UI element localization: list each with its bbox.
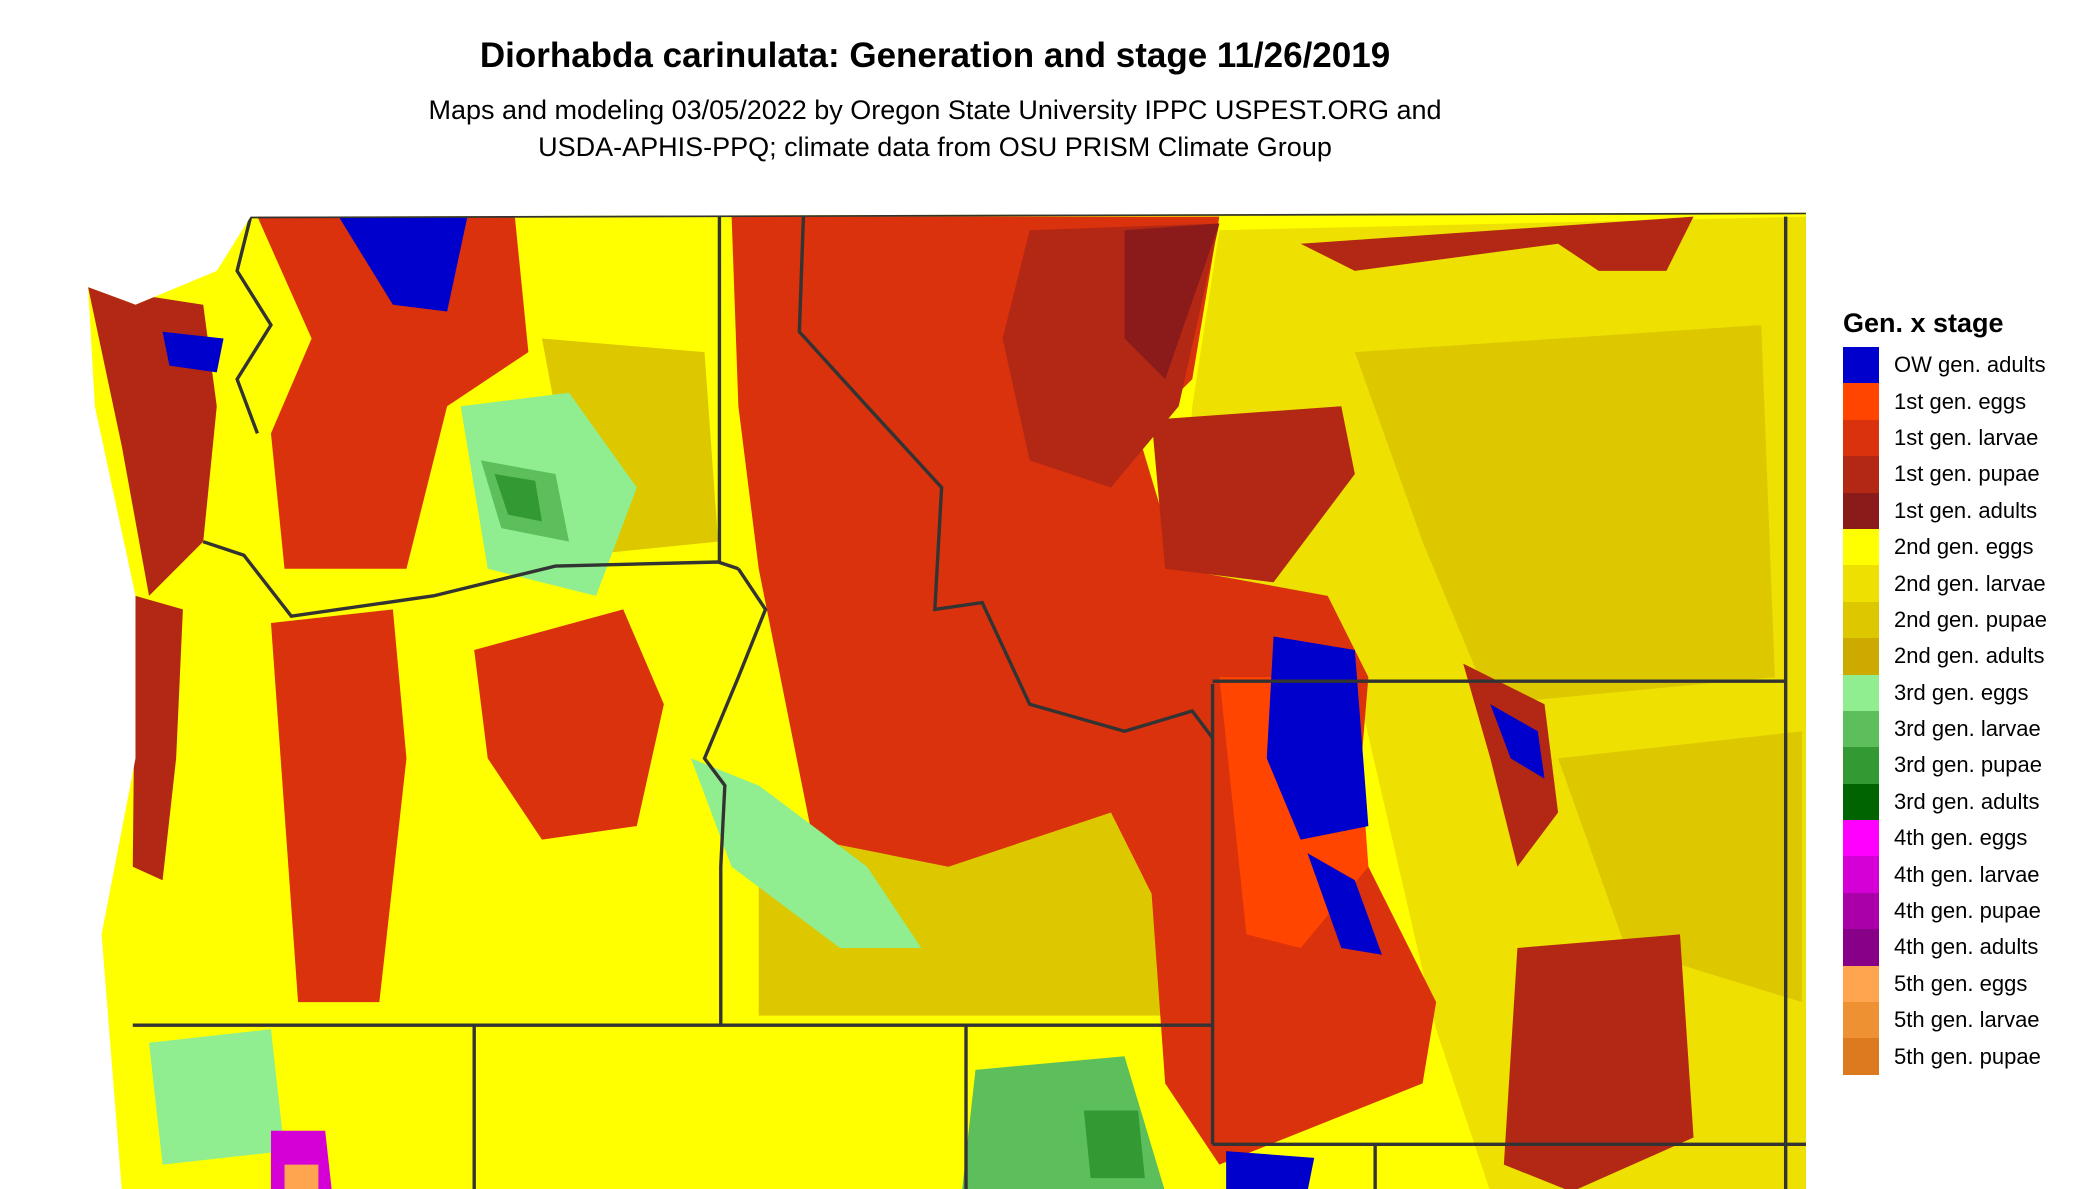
legend-swatch (1843, 347, 1879, 384)
legend-item: 2nd gen. larvae (1843, 565, 2047, 602)
legend-label: 2nd gen. larvae (1894, 570, 2046, 596)
legend-swatch (1843, 1038, 1879, 1075)
legend-title: Gen. x stage (1843, 308, 2004, 338)
legend-swatch (1843, 456, 1879, 493)
legend-label: 3rd gen. adults (1894, 788, 2040, 814)
legend-label: 2nd gen. eggs (1894, 534, 2034, 560)
legend-item: 2nd gen. eggs (1843, 528, 2047, 566)
legend-item: 4th gen. adults (1843, 929, 2047, 966)
legend-swatch (1843, 674, 1879, 711)
legend-label: 3rd gen. pupae (1894, 752, 2043, 778)
legend-swatch (1843, 820, 1879, 857)
legend-swatch (1843, 419, 1879, 457)
legend-swatch (1843, 929, 1879, 966)
region-snake-plain (690, 758, 922, 948)
map-title: Diorhabda carinulata: Generation and sta… (479, 36, 1391, 75)
legend-label: 1st gen. adults (1894, 497, 2038, 523)
legend-label: 1st gen. eggs (1894, 388, 2027, 414)
legend-swatch (1843, 601, 1879, 639)
legend-item: 1st gen. pupae (1843, 456, 2047, 493)
legend-item: OW gen. adults (1843, 347, 2047, 384)
legend-swatch (1843, 965, 1879, 1003)
legend-item: 1st gen. larvae (1843, 419, 2047, 457)
legend-label: 1st gen. pupae (1894, 461, 2040, 487)
legend-item: 3rd gen. pupae (1843, 747, 2047, 784)
legend-label: 3rd gen. larvae (1894, 716, 2041, 742)
legend-item: 2nd gen. pupae (1843, 601, 2047, 639)
legend: Gen. x stage OW gen. adults 1st gen. eggs… (1843, 308, 2047, 1075)
legend-label: 5th gen. pupae (1894, 1043, 2041, 1069)
legend-item: 5th gen. eggs (1843, 965, 2047, 1003)
subtitle-line-1: Maps and modeling 03/05/2022 by Oregon S… (428, 95, 1442, 125)
legend-item: 3rd gen. adults (1843, 783, 2047, 821)
legend-item: 3rd gen. larvae (1843, 710, 2047, 748)
legend-label: 4th gen. pupae (1894, 898, 2041, 924)
legend-label: 3rd gen. eggs (1894, 679, 2029, 705)
legend-item: 1st gen. eggs (1843, 383, 2047, 420)
legend-label: 5th gen. eggs (1894, 970, 2028, 996)
legend-label: 4th gen. adults (1894, 934, 2039, 960)
legend-item: 4th gen. pupae (1843, 892, 2047, 930)
legend-label: 4th gen. larvae (1894, 861, 2040, 887)
legend-swatch (1843, 710, 1879, 748)
legend-swatch (1843, 528, 1879, 566)
region-blue-mountains (474, 609, 664, 840)
region-cascades (257, 216, 529, 569)
legend-swatch (1843, 383, 1879, 420)
legend-label: 2nd gen. adults (1894, 643, 2045, 669)
state-boundaries (132, 212, 1806, 1189)
legend-item: 5th gen. larvae (1843, 1002, 2047, 1039)
subtitle-line-2: USDA-APHIS-PPQ; climate data from OSU PR… (538, 132, 1332, 162)
legend-label: 1st gen. larvae (1894, 424, 2039, 450)
legend-item: 2nd gen. adults (1843, 638, 2047, 675)
legend-label: 5th gen. larvae (1894, 1007, 2040, 1033)
legend-swatch (1843, 565, 1879, 602)
legend-swatch (1843, 492, 1879, 529)
legend-swatch (1843, 638, 1879, 675)
legend-swatch (1843, 747, 1879, 784)
legend-swatch (1843, 856, 1879, 893)
legend-swatch (1843, 1002, 1879, 1039)
legend-swatch (1843, 783, 1879, 821)
legend-label: 4th gen. eggs (1894, 825, 2028, 851)
legend-item: 4th gen. larvae (1843, 856, 2047, 893)
legend-label: 2nd gen. pupae (1894, 606, 2047, 632)
legend-item: 5th gen. pupae (1843, 1038, 2047, 1075)
legend-item: 1st gen. adults (1843, 492, 2047, 529)
legend-label: OW gen. adults (1894, 352, 2046, 378)
legend-swatch (1843, 892, 1879, 930)
legend-item: 4th gen. eggs (1843, 820, 2047, 857)
legend-item: 3rd gen. eggs (1843, 674, 2047, 711)
